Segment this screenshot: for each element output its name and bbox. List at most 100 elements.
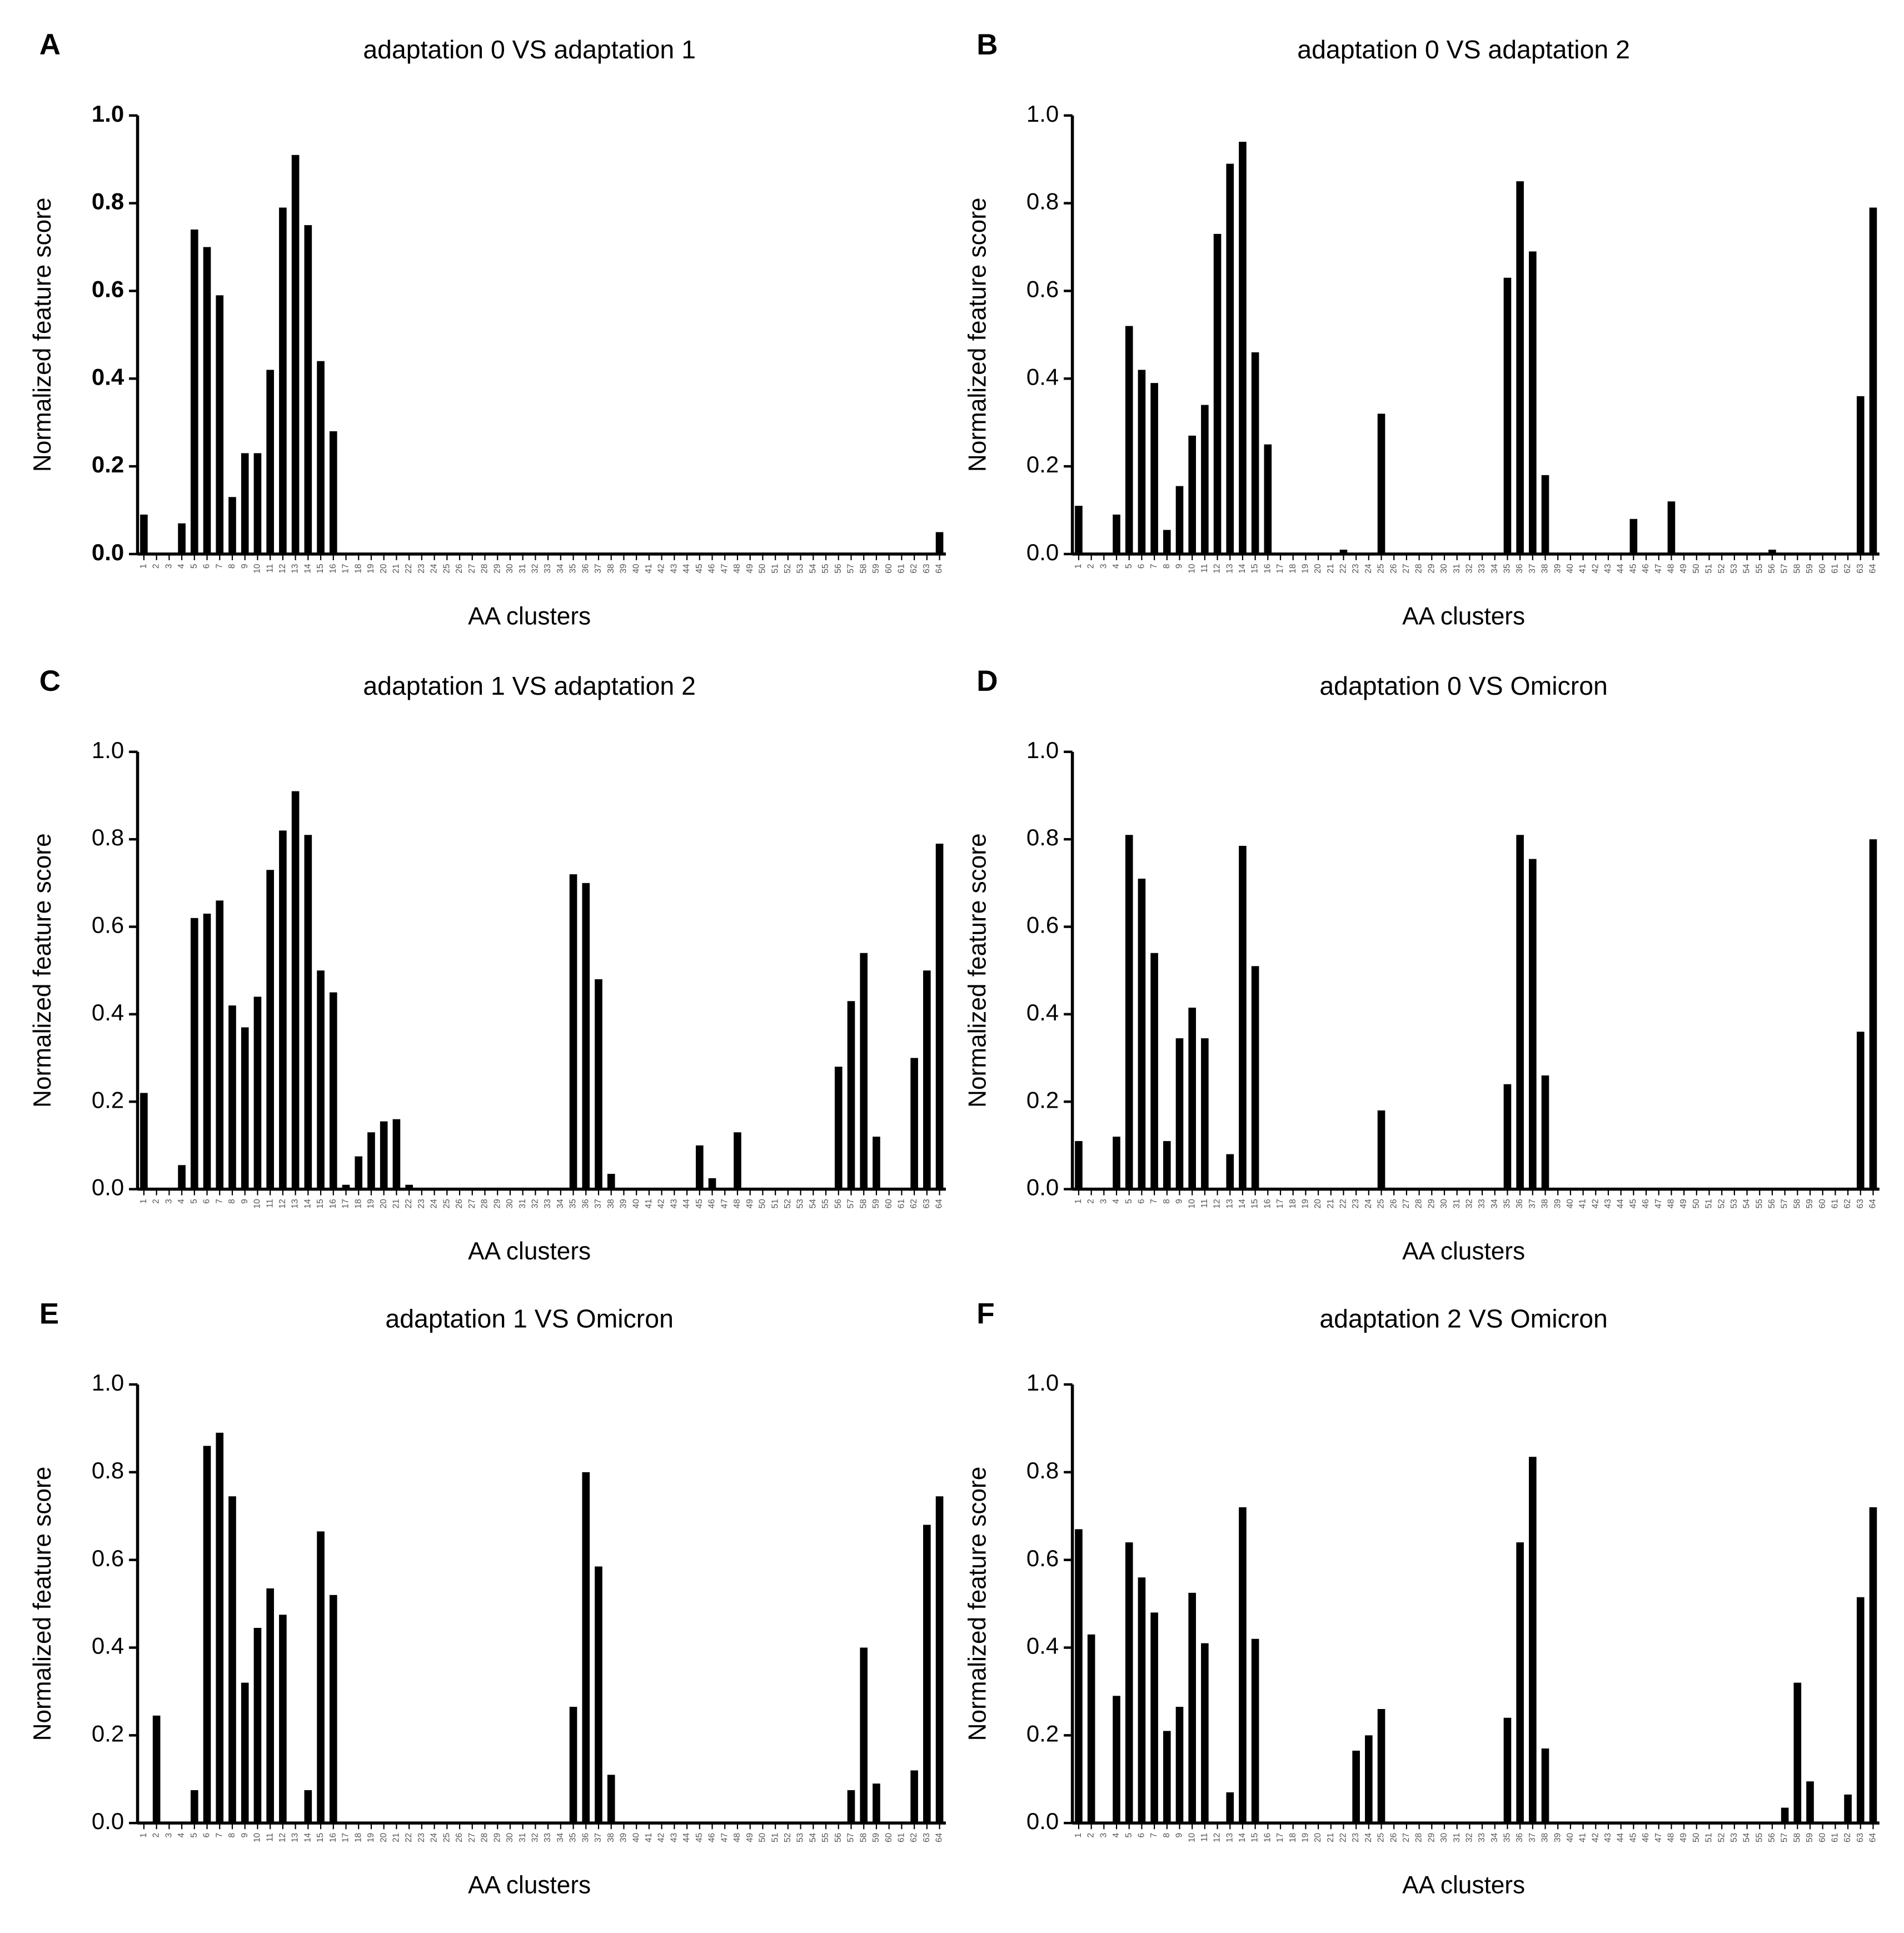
x-tick-label: 19 <box>366 1833 376 1842</box>
x-tick-label: 30 <box>1439 564 1449 574</box>
x-tick-label: 2 <box>152 1199 161 1204</box>
x-tick-label: 33 <box>1477 1833 1487 1842</box>
x-tick-label: 3 <box>1099 564 1108 569</box>
bar <box>834 1067 843 1189</box>
x-tick-label: 56 <box>1767 564 1777 574</box>
x-tick-label: 38 <box>1541 564 1550 574</box>
x-tick-label: 23 <box>417 564 426 574</box>
x-tick-label: 29 <box>492 1199 502 1208</box>
x-tick-label: 8 <box>1162 1833 1172 1838</box>
x-tick-label: 60 <box>884 564 894 574</box>
bar <box>291 155 300 554</box>
bar <box>569 874 577 1189</box>
x-tick-label: 32 <box>530 564 540 574</box>
y-tick-label: 0.8 <box>92 188 124 215</box>
x-tick-label: 58 <box>1792 564 1802 574</box>
x-tick-label: 22 <box>1339 564 1348 574</box>
bar <box>1150 1612 1158 1824</box>
x-tick-label: 44 <box>1616 1832 1626 1842</box>
bar <box>1629 519 1638 554</box>
y-tick-label: 0.2 <box>92 451 124 477</box>
x-tick-label: 30 <box>505 1833 515 1842</box>
y-tick-label: 0.4 <box>92 1633 124 1659</box>
y-tick-label: 0.6 <box>1026 1545 1059 1571</box>
y-axis-label: Normalized feature score <box>29 1467 56 1741</box>
y-tick-label: 0.6 <box>92 912 124 938</box>
x-tick-label: 28 <box>1414 564 1424 574</box>
bar <box>203 913 211 1189</box>
x-tick-label: 42 <box>1591 1833 1600 1842</box>
x-tick-label: 6 <box>202 1833 212 1838</box>
bar <box>1781 1807 1789 1824</box>
x-tick-label: 19 <box>366 1199 376 1208</box>
x-tick-label: 23 <box>1351 1199 1360 1208</box>
x-tick-label: 45 <box>695 1199 704 1208</box>
y-tick-label: 0.0 <box>1026 1808 1059 1834</box>
x-tick-label: 5 <box>1124 1199 1134 1204</box>
x-tick-label: 33 <box>1477 564 1487 574</box>
x-tick-label: 55 <box>1755 1199 1764 1208</box>
bar <box>734 1132 741 1189</box>
x-tick-label: 43 <box>669 564 679 574</box>
x-tick-label: 44 <box>682 1832 691 1842</box>
x-tick-label: 41 <box>644 1199 654 1208</box>
x-tick-label: 8 <box>227 564 237 569</box>
x-tick-label: 41 <box>644 1833 654 1842</box>
bar <box>317 361 325 554</box>
x-tick-label: 37 <box>594 1199 603 1208</box>
x-tick-label: 54 <box>808 564 818 574</box>
bar <box>1138 1577 1146 1824</box>
y-tick-label: 0.4 <box>1026 1633 1059 1659</box>
x-tick-label: 38 <box>1541 1199 1550 1208</box>
bar <box>935 843 944 1189</box>
x-tick-label: 8 <box>1162 1199 1172 1204</box>
x-tick-label: 11 <box>1200 1833 1209 1842</box>
x-tick-label: 9 <box>1175 564 1184 569</box>
x-tick-label: 59 <box>1805 564 1815 574</box>
bar <box>1201 1038 1209 1189</box>
x-tick-label: 41 <box>1578 564 1588 574</box>
x-tick-label: 5 <box>1124 564 1134 569</box>
x-tick-label: 61 <box>1830 1199 1840 1208</box>
bar <box>1125 1542 1133 1824</box>
x-axis-label: AA clusters <box>468 1872 591 1899</box>
chart-title: adaptation 0 VS Omicron <box>1319 671 1608 700</box>
x-tick-label: 45 <box>1628 564 1638 574</box>
bar <box>1075 1529 1083 1824</box>
x-tick-label: 7 <box>1149 1199 1159 1204</box>
y-tick-label: 0.6 <box>1026 276 1059 302</box>
x-tick-label: 58 <box>1792 1199 1802 1208</box>
bar <box>342 1184 350 1189</box>
x-tick-label: 5 <box>190 1833 199 1838</box>
x-tick-label: 62 <box>909 1833 919 1842</box>
bar <box>140 514 148 554</box>
y-tick-label: 0.0 <box>92 1808 124 1834</box>
x-axis-label: AA clusters <box>1402 1238 1525 1265</box>
x-tick-label: 55 <box>1755 1833 1764 1842</box>
bar <box>923 1525 931 1824</box>
x-tick-label: 60 <box>1818 1833 1827 1842</box>
x-tick-label: 31 <box>518 1199 527 1208</box>
bar <box>140 1093 148 1189</box>
y-tick-label: 0.2 <box>1026 1720 1059 1746</box>
x-tick-label: 9 <box>1175 1199 1184 1204</box>
x-tick-label: 32 <box>1464 564 1474 574</box>
bar <box>329 1595 337 1824</box>
x-tick-label: 61 <box>1830 1833 1840 1842</box>
x-tick-label: 53 <box>796 564 805 574</box>
x-tick-label: 31 <box>1452 1199 1462 1208</box>
x-tick-label: 24 <box>1364 1199 1373 1209</box>
bar <box>935 1496 944 1824</box>
x-tick-label: 41 <box>1578 1833 1588 1842</box>
x-tick-label: 42 <box>657 1199 666 1208</box>
bar <box>1264 444 1272 554</box>
x-tick-label: 55 <box>821 564 830 574</box>
x-tick-label: 48 <box>1666 1199 1676 1208</box>
x-tick-label: 52 <box>783 564 792 574</box>
x-tick-label: 53 <box>1729 1833 1739 1842</box>
x-tick-label: 17 <box>341 1199 351 1208</box>
x-tick-label: 37 <box>1528 1833 1537 1842</box>
bar <box>1768 549 1776 554</box>
x-tick-label: 6 <box>1137 1199 1147 1204</box>
